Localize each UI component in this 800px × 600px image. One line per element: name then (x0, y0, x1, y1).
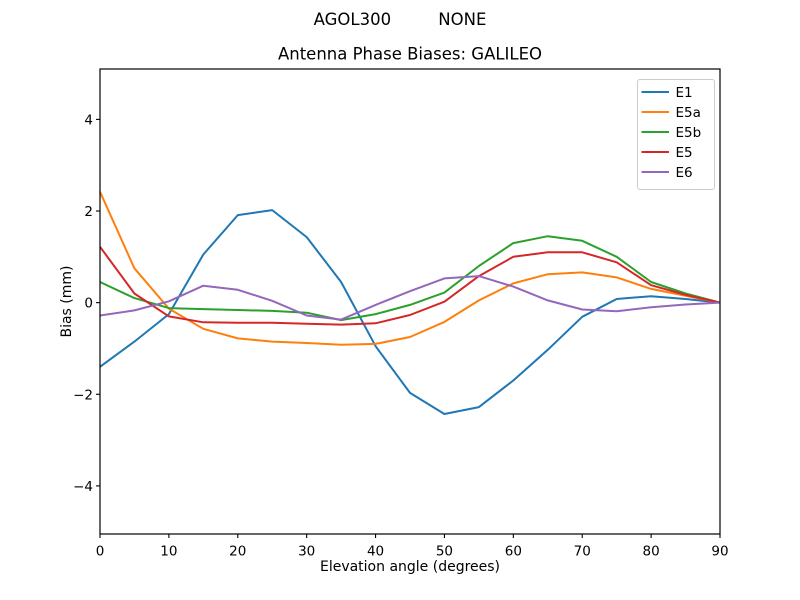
axes-frame (99, 68, 721, 535)
series-line-E6 (99, 275, 721, 321)
legend-label-E5: E5 (676, 145, 693, 161)
y-axis-label: Bias (mm) (59, 265, 75, 337)
x-axis-label: Elevation angle (degrees) (320, 559, 500, 575)
series-line-E5 (99, 246, 721, 326)
y-tick-label: −2 (73, 387, 93, 403)
x-tick-label: 50 (436, 544, 453, 560)
legend-box (637, 79, 715, 190)
y-tick-label: −4 (73, 479, 93, 495)
figure-suptitle: AGOL300 NONE (313, 10, 487, 29)
legend-label-E6: E6 (676, 165, 693, 181)
x-tick-label: 90 (711, 544, 728, 560)
y-tick-label: 4 (84, 112, 93, 128)
legend-label-E5b: E5b (676, 125, 702, 141)
series-line-E5a (99, 191, 721, 346)
x-tick-label: 0 (96, 544, 105, 560)
x-tick-label: 10 (160, 544, 177, 560)
x-tick-label: 60 (505, 544, 522, 560)
series-line-E5b (99, 235, 721, 322)
chart-title: Antenna Phase Biases: GALILEO (278, 45, 542, 64)
x-tick-label: 70 (574, 544, 591, 560)
legend: E1 E5a E5b E5 E6 (637, 79, 715, 190)
y-tick-label: 0 (84, 296, 93, 312)
x-tick-label: 40 (367, 544, 384, 560)
y-tick-label: 2 (84, 204, 93, 220)
plot-area: 0 10 20 30 40 50 60 70 80 90 −4 −2 0 2 4 (73, 68, 729, 560)
x-tick-label: 80 (643, 544, 660, 560)
series-line-E1 (99, 209, 721, 415)
legend-label-E5a: E5a (676, 105, 701, 121)
legend-label-E1: E1 (676, 85, 693, 101)
x-tick-label: 20 (229, 544, 246, 560)
x-tick-label: 30 (298, 544, 315, 560)
